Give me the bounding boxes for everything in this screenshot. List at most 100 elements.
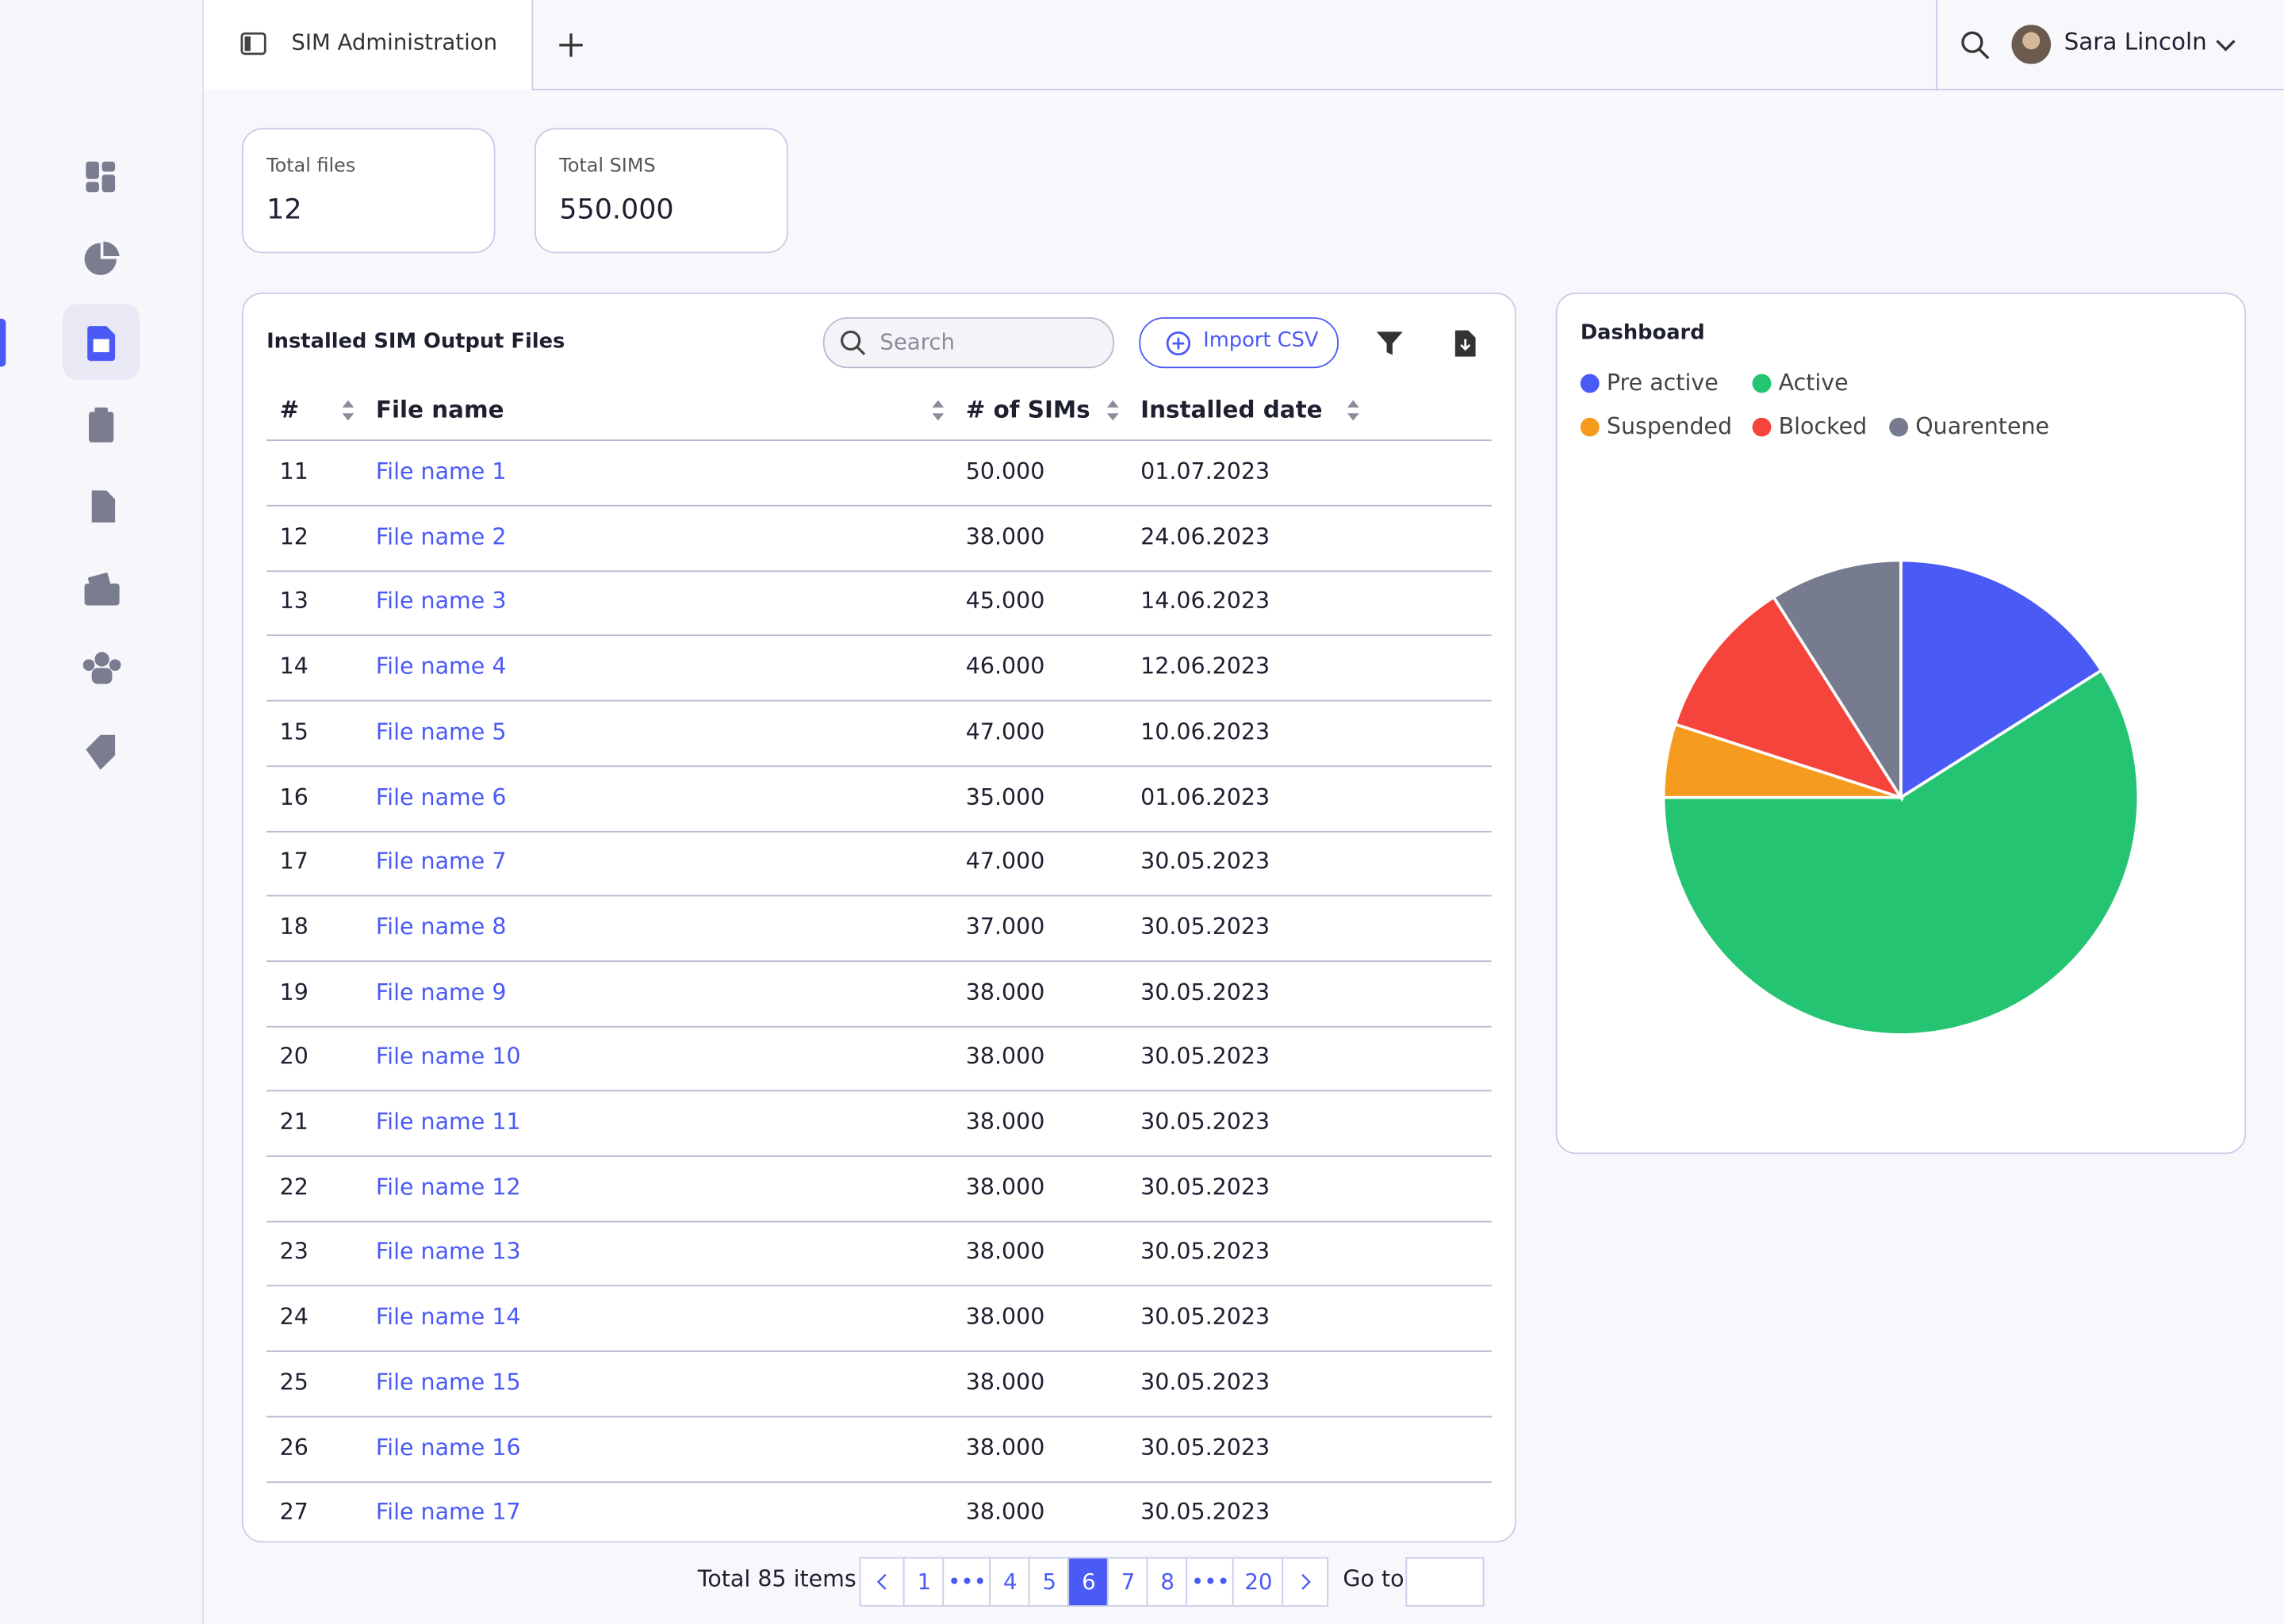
user-name[interactable]: Sara Lincoln xyxy=(2064,27,2207,56)
nav-icons[interactable] xyxy=(80,153,124,779)
table-cell: 30.05.2023 xyxy=(1140,1499,1270,1526)
total-items: Total 85 items xyxy=(697,1565,856,1592)
goto-label: Go to xyxy=(1343,1565,1405,1592)
search-box[interactable]: Search xyxy=(822,317,1115,369)
table-cell: 30.05.2023 xyxy=(1140,1174,1270,1201)
file-link[interactable]: File name 1 xyxy=(375,458,507,485)
table-cell: 12.06.2023 xyxy=(1140,653,1270,680)
table-cell: 15 xyxy=(279,718,308,745)
row-divider xyxy=(266,569,1492,572)
file-link[interactable]: File name 6 xyxy=(375,783,507,810)
row-divider xyxy=(266,1480,1492,1483)
file-link[interactable]: File name 11 xyxy=(375,1109,521,1136)
column-header: File name xyxy=(375,396,504,424)
filter-button[interactable] xyxy=(1375,329,1405,358)
next-page[interactable] xyxy=(1282,1557,1329,1607)
table-cell: 24 xyxy=(279,1304,308,1331)
top-bar: SIM Administration Sara Lincoln xyxy=(204,0,2284,90)
add-tab[interactable] xyxy=(557,31,586,60)
tab[interactable]: SIM Administration xyxy=(204,0,534,90)
stat-card: Total SIMS 550.000 xyxy=(535,128,788,254)
table-cell: 16 xyxy=(279,783,308,810)
table-cell: 45.000 xyxy=(965,588,1045,615)
file-link[interactable]: File name 4 xyxy=(375,653,507,680)
file-link[interactable]: File name 9 xyxy=(375,979,507,1005)
page-button[interactable]: 8 xyxy=(1146,1557,1189,1607)
file-link[interactable]: File name 2 xyxy=(375,523,507,550)
table-cell: 35.000 xyxy=(965,783,1045,810)
search-box-icon xyxy=(841,330,866,355)
table-cell: 38.000 xyxy=(965,1434,1045,1461)
import-button[interactable]: Import CSV xyxy=(1139,317,1339,369)
export-button[interactable] xyxy=(1454,329,1477,358)
user-menu-chevron[interactable] xyxy=(2214,35,2237,56)
table-cell: 14.06.2023 xyxy=(1140,588,1270,615)
file-link[interactable]: File name 16 xyxy=(375,1434,521,1461)
table-cell: 30.05.2023 xyxy=(1140,1109,1270,1136)
sort-button[interactable] xyxy=(931,399,945,422)
page-button[interactable]: 7 xyxy=(1106,1557,1150,1607)
goto-input[interactable] xyxy=(1405,1557,1485,1607)
row-divider xyxy=(266,1220,1492,1222)
page-button[interactable]: 1 xyxy=(902,1557,946,1607)
file-link[interactable]: File name 12 xyxy=(375,1174,521,1201)
stat-value: 12 xyxy=(266,193,302,226)
legend-label: Blocked xyxy=(1778,413,1868,440)
table-title: Installed SIM Output Files xyxy=(266,330,565,354)
file-link[interactable]: File name 15 xyxy=(375,1369,521,1396)
prev-page[interactable] xyxy=(859,1557,906,1607)
table-cell: 38.000 xyxy=(965,1109,1045,1136)
stat-label: Total SIMS xyxy=(559,155,656,178)
table-cell: 30.05.2023 xyxy=(1140,914,1270,940)
table-cell: 30.05.2023 xyxy=(1140,1304,1270,1331)
sort-button[interactable] xyxy=(341,399,355,422)
file-link[interactable]: File name 5 xyxy=(375,718,507,745)
table-cell: 22 xyxy=(279,1174,308,1201)
table-cell: 38.000 xyxy=(965,523,1045,550)
table-cell: 25 xyxy=(279,1369,308,1396)
legend-label: Pre active xyxy=(1606,370,1719,396)
avatar[interactable] xyxy=(2011,25,2052,64)
import-icon xyxy=(1166,331,1191,356)
file-link[interactable]: File name 8 xyxy=(375,914,507,940)
page-button[interactable]: 4 xyxy=(989,1557,1032,1607)
tab-icon xyxy=(240,32,266,56)
table-cell: 10.06.2023 xyxy=(1140,718,1270,745)
legend-label: Quarentene xyxy=(1915,413,2050,440)
file-link[interactable]: File name 17 xyxy=(375,1499,521,1526)
dashboard-panel: Dashboard Pre active Active Suspended Block… xyxy=(1555,292,2247,1155)
separator xyxy=(1935,0,1937,89)
table-cell: 38.000 xyxy=(965,979,1045,1005)
table-cell: 19 xyxy=(279,979,308,1005)
chart-title: Dashboard xyxy=(1580,321,1705,345)
legend-label: Suspended xyxy=(1606,413,1733,440)
legend-swatch xyxy=(1580,373,1600,393)
sort-button[interactable] xyxy=(1346,399,1360,422)
page-button[interactable]: ••• xyxy=(1186,1557,1236,1607)
file-link[interactable]: File name 3 xyxy=(375,588,507,615)
row-divider xyxy=(266,1285,1492,1288)
page-button[interactable]: 20 xyxy=(1232,1557,1285,1607)
table-cell: 38.000 xyxy=(965,1304,1045,1331)
sort-button[interactable] xyxy=(1106,399,1120,422)
table-cell: 38.000 xyxy=(965,1499,1045,1526)
import-label: Import CSV xyxy=(1203,328,1319,353)
search-icon[interactable] xyxy=(1959,29,1991,61)
page-button[interactable]: 6 xyxy=(1067,1557,1110,1607)
table-cell: 24.06.2023 xyxy=(1140,523,1270,550)
active-indicator xyxy=(0,318,6,367)
file-link[interactable]: File name 14 xyxy=(375,1304,521,1331)
page-button[interactable]: ••• xyxy=(942,1557,992,1607)
row-divider xyxy=(266,894,1492,897)
file-link[interactable]: File name 13 xyxy=(375,1239,521,1266)
stat-card: Total files 12 xyxy=(241,128,496,254)
file-link[interactable]: File name 7 xyxy=(375,848,507,875)
table-cell: 21 xyxy=(279,1109,308,1136)
column-header: # xyxy=(279,396,300,424)
row-divider xyxy=(266,504,1492,507)
page-button[interactable]: 5 xyxy=(1028,1557,1071,1607)
column-header: Installed date xyxy=(1140,396,1323,424)
row-divider xyxy=(266,764,1492,767)
file-link[interactable]: File name 10 xyxy=(375,1044,521,1071)
legend-swatch xyxy=(1580,417,1600,437)
